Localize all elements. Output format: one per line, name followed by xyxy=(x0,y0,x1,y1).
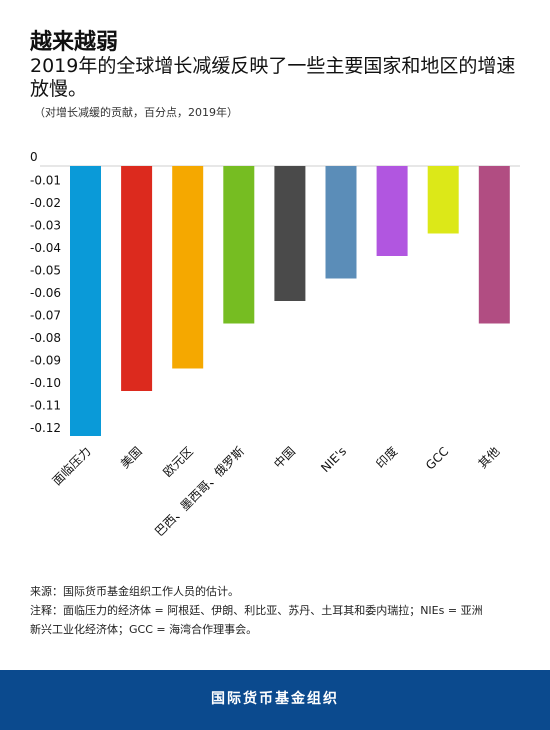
x-category-label: 美国 xyxy=(118,444,145,471)
footnote-line-1: 注释：面临压力的经济体 = 阿根廷、伊朗、利比亚、苏丹、土耳其和委内瑞拉；NIE… xyxy=(30,604,483,617)
chart-units-note: （对增长减缓的贡献，百分点，2019年） xyxy=(34,106,238,119)
x-category-label: 欧元区 xyxy=(160,444,195,479)
footnote-line-2: 新兴工业化经济体；GCC = 海湾合作理事会。 xyxy=(30,623,258,636)
y-tick-label: -0.06 xyxy=(30,286,61,300)
footer-banner xyxy=(0,670,550,730)
x-category-label: 印度 xyxy=(373,444,401,472)
x-category-label: 其他 xyxy=(476,444,503,471)
x-category-label: 巴西、墨西哥、俄罗斯 xyxy=(152,444,247,539)
y-tick-label: -0.02 xyxy=(30,196,61,210)
source-note: 来源：国际货币基金组织工作人员的估计。 xyxy=(30,585,239,598)
organization-name: 国际货币基金组织 xyxy=(211,691,339,707)
bar xyxy=(427,166,459,234)
chart-title: 越来越弱 xyxy=(30,30,119,55)
y-tick-label: 0 xyxy=(30,150,38,164)
bar-chart: 0 -0.01 -0.02 -0.03 -0.04 -0.05 -0.06 -0.07 -0.0… xyxy=(30,150,520,539)
bar xyxy=(70,166,101,436)
y-tick-label: -0.08 xyxy=(30,331,61,345)
y-tick-label: -0.11 xyxy=(30,399,61,413)
bar xyxy=(121,166,153,391)
bar-series xyxy=(70,166,510,436)
y-axis-ticks: 0 -0.01 -0.02 -0.03 -0.04 -0.05 -0.06 -0.07 -0.0… xyxy=(30,150,61,435)
y-tick-label: -0.01 xyxy=(30,174,61,188)
y-tick-label: -0.12 xyxy=(30,421,61,435)
bar xyxy=(172,166,204,369)
chart-subtitle: 2019年的全球增长减缓反映了一些主要国家和地区的增速放慢。 xyxy=(30,55,516,100)
y-tick-label: -0.05 xyxy=(30,264,61,278)
bar xyxy=(223,166,255,324)
y-tick-label: -0.04 xyxy=(30,241,61,255)
y-tick-label: -0.09 xyxy=(30,354,61,368)
y-tick-label: -0.07 xyxy=(30,309,61,323)
bar xyxy=(274,166,306,301)
x-category-label: GCC xyxy=(423,444,451,472)
bar xyxy=(376,166,408,256)
y-tick-label: -0.03 xyxy=(30,219,61,233)
bar xyxy=(325,166,357,279)
bar xyxy=(478,166,510,324)
x-category-label: NIE's xyxy=(318,444,349,475)
y-tick-label: -0.10 xyxy=(30,376,61,390)
x-category-label: 面临压力 xyxy=(50,444,94,488)
x-category-label: 中国 xyxy=(270,444,298,472)
